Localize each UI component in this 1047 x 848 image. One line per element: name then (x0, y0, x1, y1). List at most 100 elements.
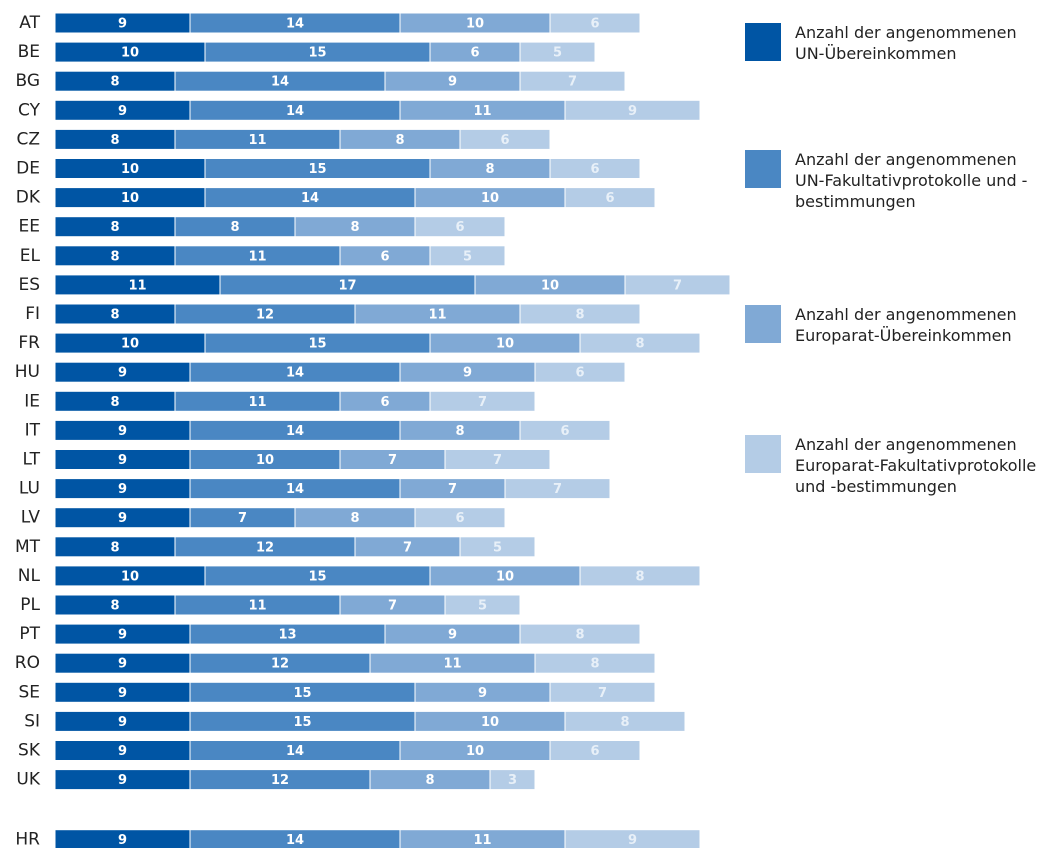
value-label: 5 (493, 540, 502, 555)
value-label: 10 (256, 453, 274, 468)
category-label: LU (19, 479, 40, 499)
value-label: 9 (478, 686, 487, 701)
value-label: 10 (121, 337, 139, 352)
value-label: 6 (500, 133, 509, 148)
value-label: 9 (118, 511, 127, 526)
value-label: 6 (560, 424, 569, 439)
category-label: MT (15, 537, 41, 557)
value-label: 9 (118, 366, 127, 381)
value-label: 9 (118, 715, 127, 730)
value-label: 10 (466, 744, 484, 759)
bar-segment (549, 12, 641, 34)
category-label: IT (25, 420, 41, 440)
value-label: 9 (118, 17, 127, 32)
value-label: 6 (590, 744, 599, 759)
bar-segment (519, 303, 641, 325)
value-label: 5 (553, 46, 562, 61)
value-label: 8 (635, 569, 644, 584)
value-label: 15 (293, 715, 311, 730)
bar-segment (579, 332, 701, 354)
value-label: 8 (110, 395, 119, 410)
value-label: 14 (301, 191, 319, 206)
category-label: LV (21, 508, 41, 528)
value-label: 8 (590, 657, 599, 672)
bar-segment (459, 128, 551, 150)
bar-segment (549, 740, 641, 761)
value-label: 7 (388, 599, 397, 614)
bar-segment (534, 361, 626, 383)
value-label: 6 (575, 366, 584, 381)
value-label: 9 (118, 104, 127, 119)
bar-segment (459, 536, 536, 558)
value-label: 17 (338, 278, 356, 293)
value-label: 7 (448, 482, 457, 497)
value-label: 10 (121, 191, 139, 206)
value-label: 9 (118, 686, 127, 701)
value-label: 11 (248, 133, 266, 148)
value-label: 8 (485, 162, 494, 177)
value-label: 10 (496, 569, 514, 584)
value-label: 9 (118, 773, 127, 788)
value-label: 7 (568, 75, 577, 90)
value-label: 9 (118, 657, 127, 672)
bar-segment (564, 187, 656, 209)
value-label: 8 (575, 308, 584, 323)
bar-segment (504, 478, 611, 500)
bar-segment (429, 245, 506, 267)
legend-swatch (745, 305, 781, 343)
bar-segment (489, 769, 536, 791)
value-label: 9 (448, 75, 457, 90)
category-label: SK (18, 741, 41, 761)
value-label: 7 (673, 278, 682, 293)
value-label: 9 (118, 482, 127, 497)
value-label: 14 (286, 17, 304, 32)
value-label: 11 (428, 308, 446, 323)
value-label: 6 (590, 17, 599, 32)
value-label: 10 (496, 337, 514, 352)
value-label: 15 (308, 569, 326, 584)
category-label: UK (16, 770, 40, 790)
value-label: 14 (286, 744, 304, 759)
value-label: 8 (575, 628, 584, 643)
value-label: 8 (395, 133, 404, 148)
value-label: 12 (256, 540, 274, 555)
category-label: EL (20, 246, 41, 266)
value-label: 10 (121, 569, 139, 584)
value-label: 7 (598, 686, 607, 701)
value-label: 8 (350, 220, 359, 235)
value-label: 6 (455, 220, 464, 235)
value-label: 9 (118, 833, 127, 848)
value-label: 8 (110, 220, 119, 235)
value-label: 11 (473, 104, 491, 119)
bar-segment (519, 419, 611, 441)
bar-segment (549, 158, 641, 179)
value-label: 14 (286, 424, 304, 439)
value-label: 6 (380, 395, 389, 410)
value-label: 10 (121, 46, 139, 61)
value-label: 8 (110, 599, 119, 614)
value-label: 8 (425, 773, 434, 788)
legend-label: Anzahl der angenommenen Europarat-Überei… (795, 305, 1017, 345)
value-label: 7 (553, 482, 562, 497)
value-label: 8 (230, 220, 239, 235)
value-label: 11 (443, 657, 461, 672)
value-label: 7 (493, 453, 502, 468)
value-label: 11 (128, 278, 146, 293)
value-label: 8 (110, 75, 119, 90)
value-label: 14 (286, 482, 304, 497)
bar-segment (519, 623, 641, 645)
value-label: 10 (481, 191, 499, 206)
category-label: NL (18, 566, 41, 586)
value-label: 14 (286, 833, 304, 848)
category-label: AT (19, 13, 40, 33)
value-label: 8 (110, 308, 119, 323)
value-label: 9 (628, 833, 637, 848)
value-label: 12 (256, 308, 274, 323)
category-label: PL (20, 595, 40, 615)
category-label: DE (16, 159, 40, 179)
value-label: 8 (110, 540, 119, 555)
bar-segment (534, 652, 656, 674)
value-label: 9 (118, 744, 127, 759)
